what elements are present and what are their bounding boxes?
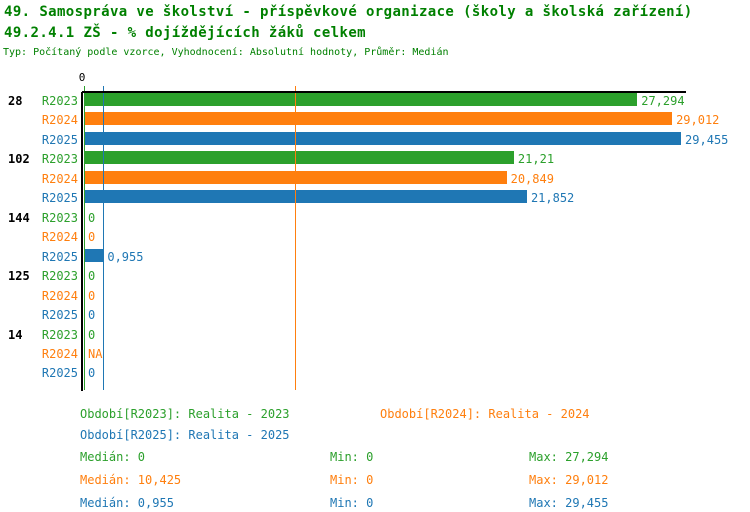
series-row-label: R2023 — [41, 152, 78, 167]
legend-item-r2025: Období[R2025]: Realita - 2025 — [80, 428, 290, 442]
median-line-r2023 — [84, 86, 85, 390]
bar-value-label: 21,21 — [517, 152, 555, 167]
page-title: 49. Samospráva ve školství - příspěvkové… — [4, 4, 693, 20]
series-row-label: R2025 — [41, 249, 78, 264]
x-axis-zero-tick: 0 — [78, 71, 86, 84]
stat-max-r2023: Max: 27,294 — [529, 450, 609, 464]
bar-value-label: 0 — [88, 288, 96, 303]
bar-r2023 — [84, 151, 514, 165]
median-line-r2025 — [103, 86, 105, 390]
stat-median-r2024: Medián: 10,425 — [80, 473, 182, 487]
stat-max-r2025: Max: 29,455 — [529, 496, 609, 510]
bar-r2025 — [84, 190, 527, 204]
legend-item-r2024: Období[R2024]: Realita - 2024 — [380, 407, 590, 421]
series-row-label: R2024 — [41, 171, 78, 186]
bar-value-label: 0,955 — [107, 249, 144, 264]
stat-min-r2023: Min: 0 — [330, 450, 374, 464]
bar-value-label: 0 — [88, 327, 96, 342]
bar-value-label: 21,852 — [530, 191, 575, 206]
bar-value-label: 29,455 — [685, 132, 729, 147]
bar-r2025 — [84, 131, 682, 145]
stat-min-r2024: Min: 0 — [330, 473, 374, 487]
category-label: 102 — [8, 152, 30, 167]
bar-value-label: 0 — [88, 230, 96, 245]
series-row-label: R2024 — [41, 113, 78, 128]
indicator-subtitle: 49.2.4.1 ZŠ - % dojíždějících žáků celke… — [4, 25, 366, 41]
bar-r2024 — [84, 112, 673, 126]
bar-r2023 — [84, 93, 638, 106]
y-axis-line — [81, 92, 83, 391]
category-label: 125 — [8, 269, 30, 284]
series-row-label: R2023 — [41, 210, 78, 225]
series-row-label: R2023 — [41, 269, 78, 284]
bar-value-label: NA — [88, 347, 103, 361]
bar-value-label: 20,849 — [510, 171, 554, 186]
legend-item-r2023: Období[R2023]: Realita - 2023 — [80, 407, 290, 421]
bar-r2024 — [84, 170, 507, 184]
stat-median-r2025: Medián: 0,955 — [80, 496, 174, 510]
category-label: 144 — [8, 210, 30, 225]
series-row-label: R2024 — [41, 230, 78, 245]
x-axis-line — [82, 91, 686, 93]
category-label: 28 — [8, 94, 23, 108]
series-row-label: R2024 — [41, 288, 78, 303]
bar-value-label: 0 — [88, 366, 96, 381]
bar-value-label: 29,012 — [676, 113, 720, 128]
indicator-meta: Typ: Počítaný podle vzorce, Vyhodnocení:… — [3, 47, 449, 58]
bar-value-label: 27,294 — [641, 94, 685, 108]
bar-value-label: 0 — [88, 269, 96, 284]
series-row-label: R2025 — [41, 308, 78, 322]
series-row-label: R2023 — [41, 94, 78, 108]
series-row-label: R2023 — [41, 327, 78, 342]
series-row-label: R2025 — [41, 191, 78, 206]
bar-r2025 — [84, 248, 104, 262]
category-label: 14 — [8, 327, 23, 342]
stat-median-r2023: Medián: 0 — [80, 450, 146, 464]
stat-max-r2024: Max: 29,012 — [529, 473, 609, 487]
bar-chart: 0 28 R2023 27,294 R2024 29,012 R2025 29,455 102… — [8, 71, 729, 391]
series-row-label: R2024 — [41, 347, 78, 361]
series-row-label: R2025 — [41, 366, 78, 381]
stat-min-r2025: Min: 0 — [330, 496, 374, 510]
series-row-label: R2025 — [41, 132, 78, 147]
bar-value-label: 0 — [88, 308, 96, 322]
median-line-r2024 — [295, 86, 297, 390]
bar-value-label: 0 — [88, 210, 96, 225]
